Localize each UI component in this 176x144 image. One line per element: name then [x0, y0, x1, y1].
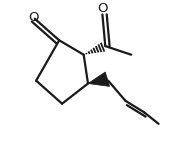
Polygon shape: [88, 72, 110, 86]
Text: O: O: [28, 11, 39, 24]
Text: O: O: [97, 2, 108, 15]
